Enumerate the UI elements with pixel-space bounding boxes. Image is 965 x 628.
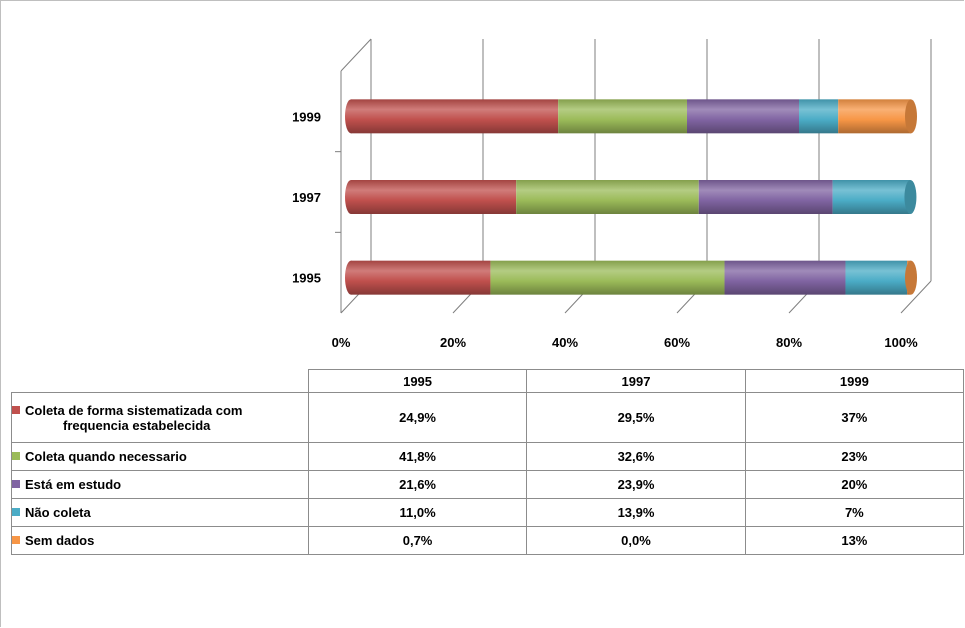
data-label: 20% — [744, 470, 965, 499]
legend-key-icon — [12, 508, 20, 516]
row-label: Está em estudo — [11, 470, 309, 499]
table-corner — [11, 369, 309, 393]
table-row: Não coleta 11,0% 13,9% 7% — [11, 498, 965, 527]
x-tick-label: 20% — [440, 335, 466, 350]
bar-start-cap — [345, 180, 357, 214]
bar-segment — [351, 180, 517, 214]
table-header-row: 1995 1997 1999 — [11, 369, 965, 393]
data-label: 7% — [744, 498, 965, 527]
legend-key-icon — [12, 480, 20, 488]
legend-key-icon — [12, 536, 20, 544]
data-label: 11,0% — [307, 498, 528, 527]
row-label-text: Está em estudo — [25, 477, 122, 492]
row-label-text: frequencia estabelecida — [63, 417, 211, 433]
x-tick-label: 0% — [332, 335, 351, 350]
column-header-1995: 1995 — [307, 369, 528, 393]
row-label-text: Sem dados — [25, 533, 95, 548]
bars — [345, 99, 917, 295]
table-row: Está em estudo 21,6% 23,9% 20% — [11, 470, 965, 499]
row-label: Coleta quando necessario — [11, 442, 309, 471]
legend-key-icon — [12, 405, 20, 414]
bar-end-cap — [904, 180, 917, 214]
bar-segment — [516, 180, 699, 214]
table-row: Coleta de forma sistematizada com frequen… — [11, 392, 965, 443]
bar-segment — [832, 180, 911, 214]
bar-end-cap — [905, 99, 917, 134]
data-label: 24,9% — [307, 392, 528, 443]
row-label: Sem dados — [11, 526, 309, 555]
axis-labels: 0% 20% 40% 60% 80% 100% 1999 1997 1995 — [292, 109, 918, 350]
table-row: Sem dados 0,7% 0,0% 13% — [11, 526, 965, 555]
x-tick-label: 100% — [884, 335, 918, 350]
bar-start-cap — [345, 260, 357, 295]
data-label: 13,9% — [526, 498, 746, 527]
gridlines — [335, 38, 932, 314]
data-label: 37% — [744, 392, 965, 443]
data-table: 1995 1997 1999 Coleta de forma sistemati… — [11, 369, 965, 555]
bar-segment — [838, 99, 911, 134]
column-header-1999: 1999 — [744, 369, 965, 393]
bar-end-cap — [905, 260, 917, 295]
data-label: 41,8% — [307, 442, 528, 471]
table-body: Coleta de forma sistematizada com frequen… — [11, 392, 965, 555]
row-label: Coleta de forma sistematizada com frequen… — [11, 392, 309, 443]
x-tick-label: 40% — [552, 335, 578, 350]
data-label: 0,0% — [526, 526, 746, 555]
row-label: Não coleta — [11, 498, 309, 527]
row-label-text: Não coleta — [25, 505, 91, 520]
top-edge — [340, 38, 372, 72]
x-tick-label: 60% — [664, 335, 690, 350]
bar-segment — [687, 99, 799, 134]
row-label-text: Coleta de forma sistematizada com — [25, 402, 243, 418]
bar-segment — [351, 260, 491, 295]
y-tick-label: 1997 — [292, 190, 321, 205]
row-label-text: Coleta quando necessario — [25, 449, 187, 464]
bar-segment — [558, 99, 687, 134]
stacked-bar-chart: 0% 20% 40% 60% 80% 100% 1999 1997 1995 — [292, 38, 932, 350]
table-row: Coleta quando necessario 41,8% 32,6% 23% — [11, 442, 965, 471]
data-label: 23% — [744, 442, 965, 471]
bar-segment — [724, 260, 846, 295]
data-label: 32,6% — [526, 442, 746, 471]
x-tick-label: 80% — [776, 335, 802, 350]
data-label: 23,9% — [526, 470, 746, 499]
bar-segment — [698, 180, 833, 214]
legend-key-icon — [12, 452, 20, 460]
gridline-floor — [900, 280, 932, 314]
bar-start-cap — [345, 99, 357, 134]
bar-segment — [845, 260, 908, 295]
column-header-1997: 1997 — [526, 369, 746, 393]
bar-segment — [799, 99, 839, 134]
data-label: 21,6% — [307, 470, 528, 499]
bar-segment — [490, 260, 725, 295]
bar-segment — [351, 99, 559, 134]
data-label: 29,5% — [526, 392, 746, 443]
y-tick-label: 1995 — [292, 271, 321, 286]
data-label: 0,7% — [307, 526, 528, 555]
data-label: 13% — [744, 526, 965, 555]
y-tick-label: 1999 — [292, 109, 321, 124]
